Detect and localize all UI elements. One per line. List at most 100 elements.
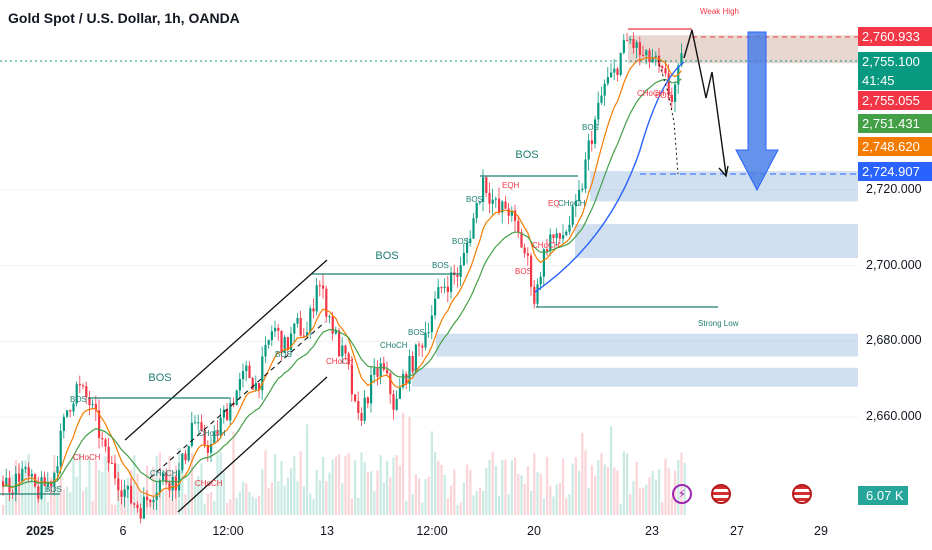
volume-bar (626, 453, 629, 515)
candle-body (318, 285, 321, 287)
candle-body (597, 102, 600, 120)
volume-bar (318, 480, 321, 515)
volume-bar (334, 456, 337, 515)
volume-bar (600, 452, 603, 515)
candle-body (296, 318, 299, 324)
candle-body (680, 53, 683, 66)
volume-bar (229, 499, 232, 515)
volume-bar (574, 457, 577, 515)
volume-bar (510, 460, 513, 515)
volume-bar (366, 472, 369, 515)
candle-body (469, 238, 472, 244)
candle-body (280, 330, 283, 354)
volume-bar (478, 487, 481, 515)
candle-body (264, 344, 267, 357)
candle-body (427, 332, 430, 334)
choch-label: CHoCH (326, 357, 354, 366)
lightning-event-icon[interactable]: ⚡ (672, 484, 692, 504)
x-tick-label: 13 (320, 524, 334, 538)
candle-body (8, 477, 11, 493)
volume-bar (424, 479, 427, 515)
candle-body (114, 463, 117, 479)
candle-body (485, 177, 488, 193)
volume-bar (302, 486, 305, 515)
volume-bar (389, 477, 392, 515)
symbol-title[interactable]: Gold Spot / U.S. Dollar, 1h, OANDA (8, 10, 240, 26)
eqh-label: EQH (502, 181, 520, 190)
candle-body (194, 422, 197, 424)
volume-bar (27, 454, 30, 515)
volume-bar (210, 492, 213, 515)
candle-body (245, 365, 248, 372)
volume-bar (542, 498, 545, 515)
choch-label: CHoCH (380, 341, 408, 350)
candle-body (299, 318, 302, 336)
volume-bar (360, 452, 363, 515)
volume-bar (517, 474, 520, 515)
candle-body (94, 404, 97, 411)
volume-bar (568, 494, 571, 515)
candle-body (514, 210, 517, 221)
bos-label: BOS (452, 237, 469, 246)
eqh-label: EQ (548, 199, 560, 208)
volume-bar (331, 459, 334, 515)
x-tick-label: 12:00 (212, 524, 244, 538)
candle-body (274, 327, 277, 332)
channel-upper-line (124, 259, 328, 441)
volume-bar (261, 469, 264, 515)
us-flag-event-icon[interactable] (792, 484, 812, 504)
volume-bar (651, 470, 654, 515)
candle-body (552, 234, 555, 239)
candle-body (386, 369, 389, 374)
candle-body (539, 276, 542, 285)
candle-body (491, 199, 494, 204)
bos-label: BOS (408, 328, 425, 337)
candle-body (430, 315, 433, 333)
candle-body (110, 462, 113, 464)
volume-bar (498, 496, 501, 515)
volume-bar (558, 482, 561, 515)
candle-body (293, 323, 296, 334)
demand-zone (436, 333, 858, 357)
volume-bar (578, 470, 581, 515)
volume-bar (667, 468, 670, 515)
candle-body (315, 285, 318, 312)
candle-body (434, 298, 437, 316)
candle-body (56, 466, 59, 473)
candle-body (155, 492, 158, 500)
volume-bar (533, 453, 536, 515)
candle-body (574, 201, 577, 207)
candle-body (130, 485, 133, 504)
candle-body (210, 444, 213, 453)
candle-body (546, 249, 549, 252)
candle-body (104, 439, 107, 447)
candle-body (18, 473, 21, 482)
volume-bar (34, 484, 37, 515)
candle-body (309, 308, 312, 333)
candle-body (587, 140, 590, 160)
candle-body (24, 467, 27, 469)
candle-body (613, 68, 616, 73)
volume-bar (552, 496, 555, 515)
candle-body (523, 247, 526, 254)
candle-body (376, 368, 379, 377)
candle-body (277, 327, 280, 331)
candle-body (418, 344, 421, 346)
candle-body (507, 208, 510, 216)
candle-body (482, 177, 485, 202)
volume-bar (386, 460, 389, 515)
volume-bar (590, 465, 593, 515)
volume-bar (277, 480, 280, 515)
candle-body (510, 210, 513, 216)
volume-bar (56, 486, 59, 515)
us-flag-event-icon[interactable] (711, 484, 731, 504)
demand-zone (590, 171, 858, 202)
choch-label: CHoCH (532, 241, 560, 250)
candle-body (270, 331, 273, 341)
candle-body (421, 345, 424, 348)
volume-bar (418, 478, 421, 515)
candle-body (158, 480, 161, 493)
volume-bar (382, 482, 385, 515)
